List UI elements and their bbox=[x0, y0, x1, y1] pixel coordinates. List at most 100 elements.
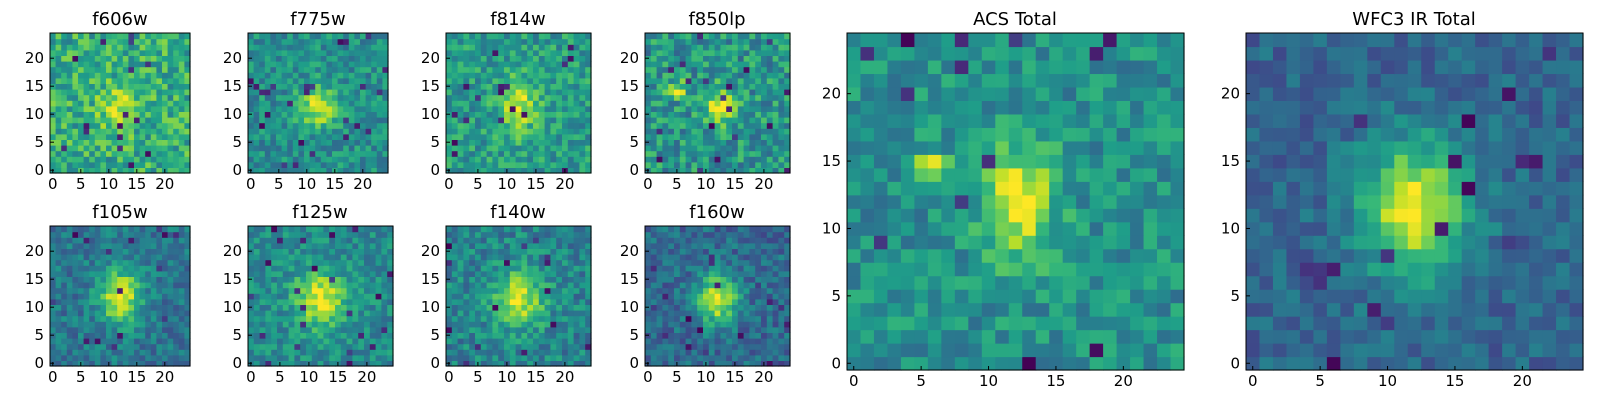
heatmap-cell bbox=[703, 293, 710, 300]
heatmap-cell bbox=[509, 310, 517, 317]
heatmap-cell bbox=[486, 89, 493, 96]
heatmap-cell bbox=[446, 77, 453, 84]
heatmap-cell bbox=[134, 343, 141, 350]
heatmap-cell bbox=[469, 161, 476, 168]
heatmap-cell bbox=[287, 133, 294, 140]
heatmap-cell bbox=[276, 105, 283, 112]
heatmap-cell bbox=[329, 259, 336, 266]
heatmap-cell bbox=[475, 128, 482, 135]
heatmap-cell bbox=[562, 145, 569, 152]
heatmap-cell bbox=[504, 105, 511, 112]
heatmap-cell bbox=[567, 315, 575, 322]
heatmap-cell bbox=[498, 128, 505, 135]
heatmap-cell bbox=[504, 145, 511, 152]
heatmap-cell bbox=[184, 349, 191, 356]
heatmap-cell bbox=[685, 282, 692, 289]
heatmap-cell bbox=[674, 304, 681, 311]
heatmap-cell bbox=[304, 33, 311, 40]
heatmap-cell bbox=[364, 293, 371, 300]
heatmap-cell bbox=[562, 338, 569, 345]
heatmap-cell bbox=[533, 100, 540, 107]
heatmap-cell bbox=[674, 55, 681, 62]
heatmap-cell bbox=[248, 145, 255, 152]
heatmap-cell bbox=[94, 145, 101, 152]
heatmap-cell bbox=[732, 150, 739, 157]
heatmap-cell bbox=[498, 49, 505, 56]
heatmap-cell bbox=[281, 150, 288, 157]
heatmap-cell bbox=[743, 89, 750, 96]
heatmap-cell bbox=[145, 66, 152, 73]
heatmap-cell bbox=[346, 326, 353, 333]
heatmap-cell bbox=[167, 55, 174, 62]
heatmap-cell bbox=[521, 270, 528, 277]
heatmap-cell bbox=[145, 304, 152, 311]
heatmap-cell bbox=[650, 83, 658, 90]
heatmap-cell bbox=[162, 321, 169, 328]
heatmap-cell bbox=[668, 276, 675, 283]
heatmap-cell bbox=[173, 276, 180, 283]
heatmap-cell bbox=[139, 89, 146, 96]
heatmap-cell bbox=[292, 111, 299, 118]
heatmap-cell bbox=[504, 49, 511, 56]
heatmap-cell bbox=[364, 304, 371, 311]
heatmap-cell bbox=[317, 326, 324, 333]
heatmap-cell bbox=[139, 44, 146, 51]
heatmap-cell bbox=[457, 55, 464, 62]
heatmap-cell bbox=[94, 38, 101, 45]
heatmap-cell bbox=[475, 349, 482, 356]
heatmap-cell bbox=[315, 83, 322, 90]
heatmap-cell bbox=[550, 111, 557, 118]
heatmap-cell bbox=[527, 343, 534, 350]
heatmap-cell bbox=[167, 315, 174, 322]
heatmap-cell bbox=[111, 282, 118, 289]
heatmap-cell bbox=[117, 304, 124, 311]
heatmap-cell bbox=[311, 254, 319, 261]
heatmap-cell bbox=[538, 242, 546, 249]
heatmap-cell bbox=[134, 117, 141, 124]
heatmap-cell bbox=[184, 304, 191, 311]
heatmap-cell bbox=[556, 326, 563, 333]
heatmap-cell bbox=[755, 167, 762, 174]
heatmap-cell bbox=[480, 44, 488, 51]
heatmap-cell bbox=[726, 128, 733, 135]
heatmap-cell bbox=[579, 44, 586, 51]
heatmap-cell bbox=[755, 304, 762, 311]
heatmap-cell bbox=[579, 55, 586, 62]
heatmap-cell bbox=[685, 145, 692, 152]
heatmap-cell bbox=[457, 315, 464, 322]
heatmap-cell bbox=[662, 315, 669, 322]
y-tick-label: 10 bbox=[421, 298, 440, 316]
heatmap-cell bbox=[737, 100, 745, 107]
heatmap-cell bbox=[106, 293, 113, 300]
heatmap-cell bbox=[784, 167, 791, 174]
heatmap-cell bbox=[737, 161, 745, 168]
heatmap-cell bbox=[106, 89, 113, 96]
heatmap-cell bbox=[326, 66, 333, 73]
heatmap-cell bbox=[556, 343, 563, 350]
heatmap-cell bbox=[145, 100, 152, 107]
heatmap-cell bbox=[480, 326, 488, 333]
heatmap-cell bbox=[556, 265, 563, 272]
heatmap-cell bbox=[772, 282, 779, 289]
heatmap-cell bbox=[538, 310, 546, 317]
heatmap-cell bbox=[498, 360, 505, 367]
heatmap-cell bbox=[300, 315, 307, 322]
heatmap-cell bbox=[337, 105, 344, 112]
heatmap-cell bbox=[298, 61, 305, 68]
heatmap-cell bbox=[708, 332, 716, 339]
heatmap-cell bbox=[650, 89, 658, 96]
heatmap-cell bbox=[772, 139, 779, 146]
heatmap-cell bbox=[167, 38, 174, 45]
heatmap-cell bbox=[265, 276, 272, 283]
heatmap-cell bbox=[360, 133, 367, 140]
heatmap-cell bbox=[585, 111, 592, 118]
heatmap-cell bbox=[337, 72, 344, 79]
heatmap-cell bbox=[475, 122, 482, 129]
heatmap-cell bbox=[662, 321, 669, 328]
heatmap-cell bbox=[83, 167, 90, 174]
heatmap-cell bbox=[446, 100, 453, 107]
heatmap-cell bbox=[162, 55, 169, 62]
heatmap-cell bbox=[83, 298, 90, 305]
heatmap-cell bbox=[469, 83, 476, 90]
heatmap-cell bbox=[446, 150, 453, 157]
